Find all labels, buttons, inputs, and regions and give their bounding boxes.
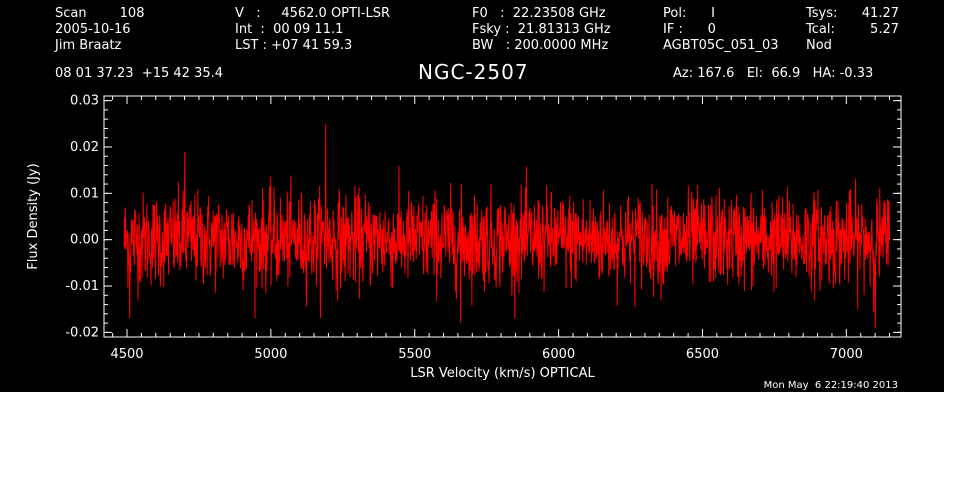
header-pol: Pol: I [663, 6, 715, 21]
y-tick-label: -0.01 [65, 279, 99, 294]
y-axis-label: Flux Density (Jy) [26, 163, 41, 269]
header-observer: Jim Braatz [55, 38, 122, 53]
header-tsys-value: 41.27 [861, 6, 899, 21]
y-tick-label: 0.00 [70, 233, 99, 248]
timestamp: Mon May 6 22:19:40 2013 [763, 380, 898, 391]
plot-window: Scan 108 2005-10-16 Jim Braatz V : 4562.… [0, 0, 944, 392]
header-f0: F0 : 22.23508 GHz [472, 6, 606, 21]
header-scan-line: Scan 108 [55, 6, 145, 21]
x-tick-label: 5000 [254, 347, 287, 362]
header-bw: BW : 200.0000 MHz [472, 38, 609, 53]
source-title: NGC-2507 [418, 60, 529, 84]
header-date: 2005-10-16 [55, 22, 131, 37]
header-tcal-label: Tcal: [806, 22, 835, 37]
y-tick-label: 0.03 [70, 94, 99, 109]
header-lst: LST : +07 41 59.3 [235, 38, 353, 53]
plot-frame [103, 95, 902, 338]
header-integration: Int : 00 09 11.1 [235, 22, 344, 37]
y-tick-label: 0.02 [70, 140, 99, 155]
spectrum-chart: 4500 5000 5500 6000 6500 7000 -0.02 -0.01 0.00 0.… [26, 94, 902, 381]
x-tick-label: 6000 [542, 347, 575, 362]
x-tick-label: 6500 [686, 347, 719, 362]
header-tcal-value: 5.27 [870, 22, 899, 37]
header-velocity: V : 4562.0 OPTI-LSR [235, 6, 391, 21]
header-if: IF : 0 [663, 22, 716, 37]
header-fsky: Fsky : 21.81313 GHz [472, 22, 611, 37]
y-tick-label: -0.02 [65, 325, 99, 340]
x-tick-label: 4500 [110, 347, 143, 362]
y-tick-label: 0.01 [70, 186, 99, 201]
x-tick-label: 5500 [398, 347, 431, 362]
spectrum-line [123, 123, 890, 328]
x-tick-label: 7000 [830, 347, 863, 362]
header-project: AGBT05C_051_03 [663, 38, 779, 53]
x-axis-label: LSR Velocity (km/s) OPTICAL [410, 366, 595, 381]
header-coords: 08 01 37.23 +15 42 35.4 [55, 66, 224, 81]
header-tsys-label: Tsys: [806, 6, 838, 21]
header-proc: Nod [806, 38, 832, 53]
header-az-el-ha: Az: 167.6 El: 66.9 HA: -0.33 [673, 66, 874, 81]
